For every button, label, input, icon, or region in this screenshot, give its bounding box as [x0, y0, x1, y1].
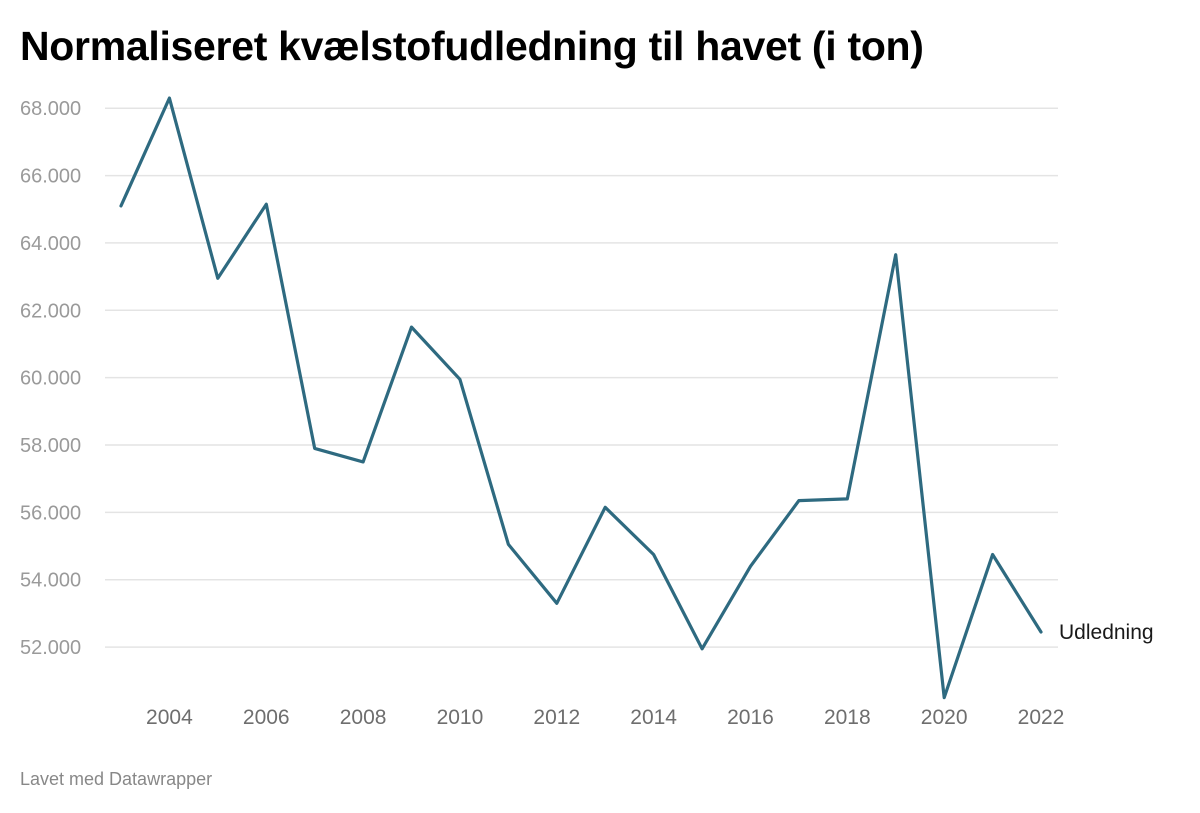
x-tick-label: 2022 [1018, 706, 1065, 729]
x-axis: 2004 2006 2008 2010 2012 2014 2016 2018 2020 2022 [146, 706, 1064, 729]
y-tick-label: 68.000 [20, 98, 81, 120]
y-tick-label: 54.000 [20, 570, 81, 592]
y-axis: 52.000 54.000 56.000 58.000 60.000 62.000 64.0… [20, 98, 81, 659]
series-group: Udledning [119, 96, 1154, 700]
y-tick-label: 66.000 [20, 166, 81, 188]
x-tick-label: 2004 [146, 706, 193, 729]
x-tick-label: 2012 [533, 706, 580, 729]
y-tick-label: 64.000 [20, 233, 81, 255]
y-tick-label: 60.000 [20, 368, 81, 390]
y-tick-label: 62.000 [20, 300, 81, 322]
y-tick-label: 52.000 [20, 637, 81, 659]
y-tick-label: 58.000 [20, 435, 81, 457]
gridlines [105, 107, 1058, 648]
x-tick-label: 2018 [824, 706, 871, 729]
x-tick-label: 2016 [727, 706, 774, 729]
footer-credit: Lavet med Datawrapper [20, 769, 213, 789]
series-label: Udledning [1059, 621, 1154, 644]
x-tick-label: 2020 [921, 706, 968, 729]
y-tick-label: 56.000 [20, 502, 81, 524]
series-line [119, 96, 1043, 700]
x-tick-label: 2008 [340, 706, 387, 729]
chart-title: Normaliseret kvælstofudledning til havet… [20, 23, 924, 69]
x-tick-label: 2010 [437, 706, 484, 729]
x-tick-label: 2014 [630, 706, 677, 729]
x-tick-label: 2006 [243, 706, 290, 729]
